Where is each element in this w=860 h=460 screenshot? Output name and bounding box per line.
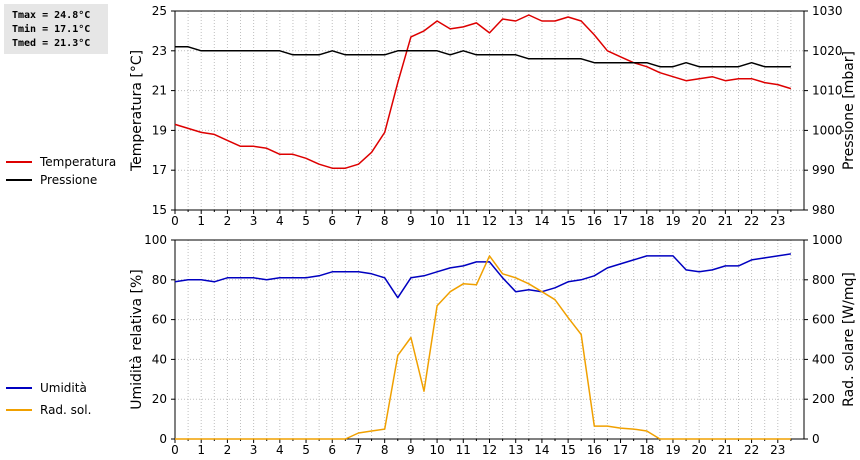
- chart1-xtick-label: 15: [560, 214, 575, 228]
- chart2-y2tick-label: 800: [812, 273, 835, 287]
- chart1-ytick-label: 21: [152, 84, 167, 98]
- chart1-xtick-label: 9: [407, 214, 415, 228]
- legend-temp-swatch: [6, 161, 32, 163]
- chart1-xtick-label: 19: [665, 214, 680, 228]
- legend-temp-label: Temperatura: [40, 155, 117, 169]
- chart2-xtick-label: 16: [587, 443, 602, 457]
- tmax-label: Tmax = 24.8°C: [12, 10, 91, 21]
- stats-box: Tmax = 24.8°C Tmin = 17.1°C Tmed = 21.3°…: [4, 4, 108, 54]
- tmed-label: Tmed = 21.3°C: [12, 38, 91, 49]
- legend-press-swatch: [6, 179, 32, 181]
- legend-hum-swatch: [6, 387, 32, 389]
- chart2-xtick-label: 7: [355, 443, 363, 457]
- chart2-xtick-label: 3: [250, 443, 258, 457]
- chart2-xtick-label: 0: [171, 443, 179, 457]
- chart2-xtick-label: 1: [197, 443, 205, 457]
- chart2-xtick-label: 17: [613, 443, 628, 457]
- chart2-xtick-label: 9: [407, 443, 415, 457]
- legend-hum-label: Umidità: [40, 381, 87, 395]
- chart1-xtick-label: 3: [250, 214, 258, 228]
- chart2-xtick-label: 18: [639, 443, 654, 457]
- chart1-series-1-line: [174, 14, 792, 169]
- chart1-xtick-label: 7: [355, 214, 363, 228]
- chart2-xtick-label: 19: [665, 443, 680, 457]
- chart1-ytick-label: 23: [152, 44, 167, 58]
- chart2-y2tick-label: 200: [812, 392, 835, 406]
- legend-rad-label: Rad. sol.: [40, 403, 92, 417]
- chart2-xtick-label: 4: [276, 443, 284, 457]
- chart2-y2tick-label: 400: [812, 352, 835, 366]
- chart2-ytick-label: 80: [152, 273, 167, 287]
- chart1-xtick-label: 17: [613, 214, 628, 228]
- chart1-ytick-label: 17: [152, 163, 167, 177]
- chart1-y2tick-label: 990: [812, 163, 835, 177]
- tmin-label: Tmin = 17.1°C: [12, 24, 91, 35]
- chart2-y2tick-label: 600: [812, 313, 835, 327]
- chart1-series-2-line: [175, 46, 791, 68]
- chart2-xtick-label: 20: [692, 443, 707, 457]
- chart1-y2tick-label: 1020: [812, 44, 843, 58]
- chart1-xtick-label: 10: [429, 214, 444, 228]
- chart1-xtick-label: 16: [587, 214, 602, 228]
- chart1-xtick-label: 4: [276, 214, 284, 228]
- chart2-y2label: Rad. solare [W/mq]: [841, 272, 857, 407]
- chart1-xtick-label: 20: [692, 214, 707, 228]
- chart2-xtick-label: 13: [508, 443, 523, 457]
- chart2-xtick-label: 22: [744, 443, 759, 457]
- chart2-y2tick-label: 1000: [812, 233, 843, 247]
- chart2-xtick-label: 14: [534, 443, 549, 457]
- chart1-xtick-label: 22: [744, 214, 759, 228]
- chart2-xtick-label: 12: [482, 443, 497, 457]
- chart1-y2tick-label: 1030: [812, 4, 843, 18]
- chart1-ytick-label: 15: [152, 203, 167, 217]
- legend-rad-swatch: [6, 409, 32, 411]
- chart2-y2tick-label: 0: [812, 432, 820, 446]
- chart2-xtick-label: 21: [718, 443, 733, 457]
- chart1-ytick-label: 19: [152, 123, 167, 137]
- chart2-ytick-label: 40: [152, 352, 167, 366]
- chart1-xtick-label: 12: [482, 214, 497, 228]
- chart2-xtick-label: 10: [429, 443, 444, 457]
- chart2-xtick-label: 23: [770, 443, 785, 457]
- chart1-xtick-label: 1: [197, 214, 205, 228]
- chart2-xtick-label: 8: [381, 443, 389, 457]
- chart1-xtick-label: 8: [381, 214, 389, 228]
- chart2-xtick-label: 6: [328, 443, 336, 457]
- legend-press-label: Pressione: [40, 173, 98, 187]
- legend-rad: Rad. sol.: [6, 403, 91, 417]
- chart1-y2label: Pressione [mbar]: [841, 51, 857, 170]
- chart1-xtick-label: 6: [328, 214, 336, 228]
- chart1-xtick-label: 0: [171, 214, 179, 228]
- chart1-xtick-label: 18: [639, 214, 654, 228]
- chart1-y2tick-label: 1000: [812, 123, 843, 137]
- legend-temp: Temperatura: [6, 155, 116, 169]
- chart1-xtick-label: 13: [508, 214, 523, 228]
- chart1-y2tick-label: 980: [812, 203, 835, 217]
- legend-hum: Umidità: [6, 381, 87, 395]
- chart2-xtick-label: 2: [224, 443, 232, 457]
- chart2-ytick-label: 100: [144, 233, 167, 247]
- chart2-ytick-label: 60: [152, 313, 167, 327]
- chart1-y2tick-label: 1010: [812, 84, 843, 98]
- chart2-xtick-label: 15: [560, 443, 575, 457]
- chart2-xtick-label: 5: [302, 443, 310, 457]
- chart1-xtick-label: 23: [770, 214, 785, 228]
- chart1-xtick-label: 2: [224, 214, 232, 228]
- chart1-xtick-label: 21: [718, 214, 733, 228]
- chart2-ytick-label: 20: [152, 392, 167, 406]
- chart1-xtick-label: 5: [302, 214, 310, 228]
- chart2-ytick-label: 0: [159, 432, 167, 446]
- chart2-series-1-line: [174, 253, 792, 299]
- chart2-series-2-line: [175, 255, 791, 440]
- chart1-ytick-label: 25: [152, 4, 167, 18]
- chart1-ylabel: Temperatura [°C]: [129, 50, 145, 172]
- chart1-xtick-label: 11: [456, 214, 471, 228]
- legend-press: Pressione: [6, 173, 97, 187]
- chart1-xtick-label: 14: [534, 214, 549, 228]
- chart2-xtick-label: 11: [456, 443, 471, 457]
- chart2-ylabel: Umidità relativa [%]: [129, 269, 145, 410]
